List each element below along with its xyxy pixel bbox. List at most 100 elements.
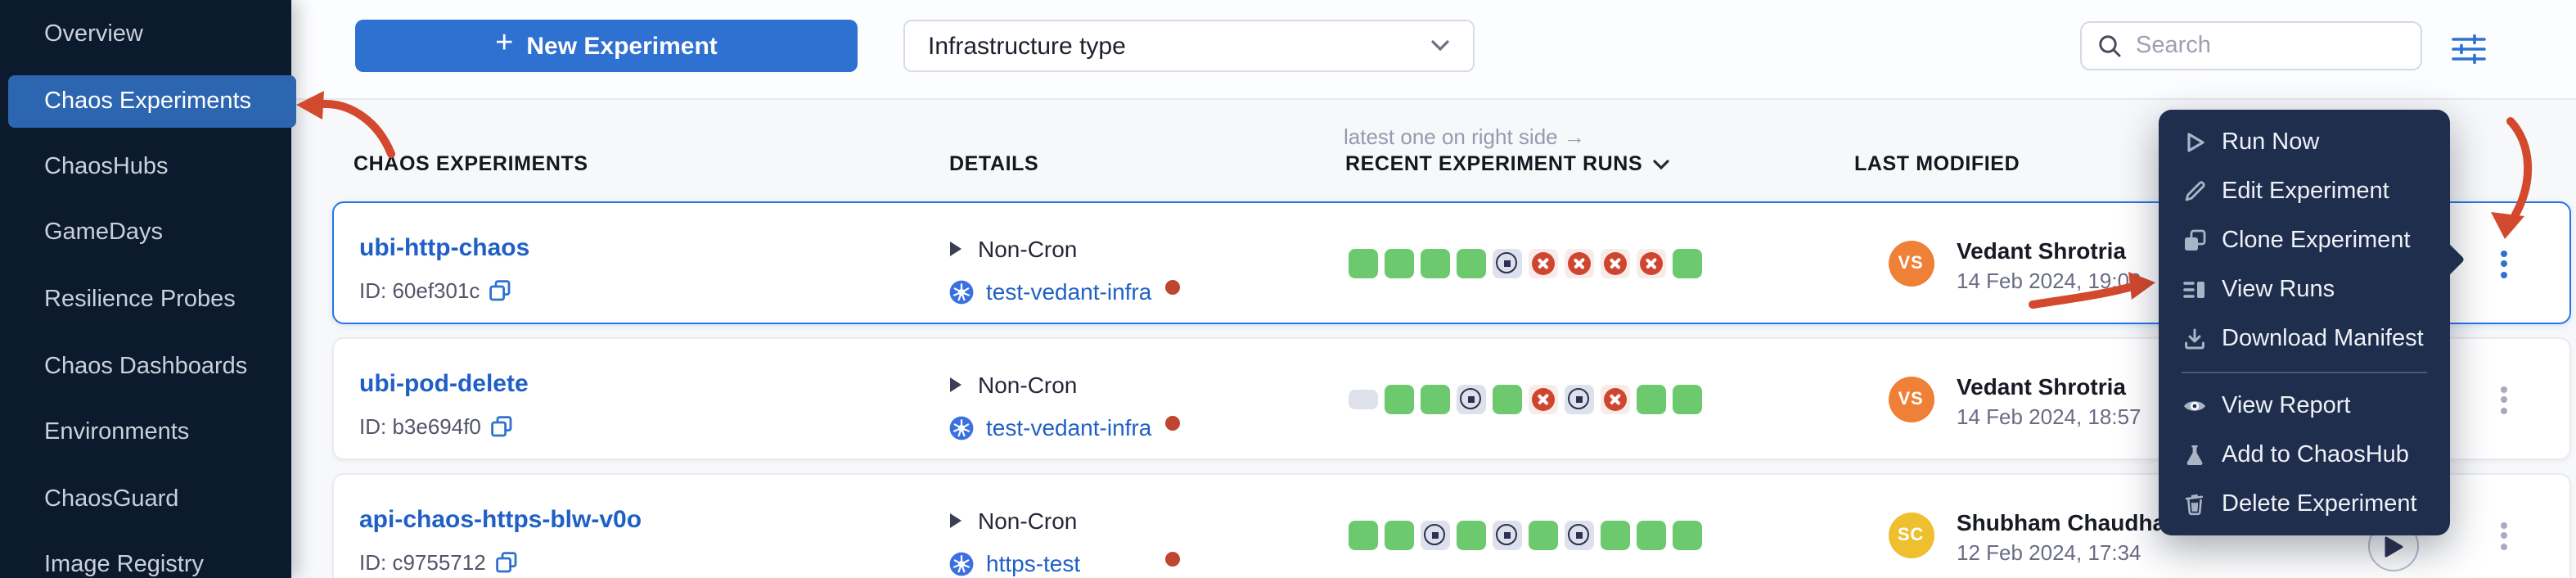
col-header-chaos-experiments: CHAOS EXPERIMENTS [354, 152, 588, 175]
arrow-to-sidebar-item [320, 99, 395, 158]
view-report-menu-item[interactable]: View Report [2158, 382, 2449, 431]
search-input[interactable] [2132, 31, 2421, 61]
run-stopped-chip[interactable] [1492, 520, 1521, 549]
kubernetes-icon [948, 279, 973, 304]
infra-status-dot [1164, 552, 1179, 567]
run-success-chip[interactable] [1348, 248, 1377, 278]
modified-by-name: Vedant Shrotria [1957, 373, 2126, 400]
run-success-chip[interactable] [1456, 520, 1485, 549]
run-failed-chip[interactable] [1528, 248, 1557, 278]
modified-date: 14 Feb 2024, 18:57 [1957, 404, 2141, 429]
view-runs-icon [2181, 277, 2207, 303]
sidebar-item-gamedays[interactable]: GameDays [44, 219, 164, 246]
schedule-type: Non-Cron [978, 236, 1078, 262]
clone-experiment-menu-item[interactable]: Clone Experiment [2158, 216, 2449, 265]
run-stopped-chip[interactable] [1456, 384, 1485, 413]
sidebar-item-overview[interactable]: Overview [44, 21, 143, 47]
play-icon [2181, 129, 2207, 156]
experiment-name-link[interactable]: ubi-pod-delete [359, 370, 529, 398]
run-success-chip[interactable] [1456, 248, 1485, 278]
copy-icon[interactable] [489, 280, 511, 301]
kubernetes-icon [948, 415, 973, 440]
new-experiment-button[interactable]: + New Experiment [355, 20, 858, 72]
copy-icon[interactable] [491, 416, 512, 437]
run-failed-chip[interactable] [1564, 248, 1593, 278]
recent-runs [1348, 384, 1701, 413]
flask-icon [2181, 442, 2207, 468]
sidebar-item-chaos-dashboards[interactable]: Chaos Dashboards [44, 353, 248, 379]
infrastructure-link[interactable]: test-vedant-infra [986, 414, 1152, 440]
run-success-chip[interactable] [1420, 248, 1449, 278]
run-failed-chip[interactable] [1600, 248, 1629, 278]
run-success-chip[interactable] [1672, 248, 1701, 278]
run-stopped-chip[interactable] [1492, 248, 1521, 278]
row-menu-button[interactable] [2490, 246, 2516, 282]
experiment-name-link[interactable]: api-chaos-https-blw-v0o [359, 506, 642, 534]
avatar: VS [1888, 241, 1934, 287]
run-success-chip[interactable] [1672, 520, 1701, 549]
run-stopped-chip[interactable] [1564, 520, 1593, 549]
schedule-type: Non-Cron [978, 508, 1078, 534]
experiment-name-link[interactable]: ubi-http-chaos [359, 234, 530, 262]
run-success-chip[interactable] [1384, 248, 1413, 278]
run-success-chip[interactable] [1420, 384, 1449, 413]
col-header-recent-runs[interactable]: RECENT EXPERIMENT RUNS [1345, 152, 1670, 175]
edit-experiment-menu-item[interactable]: Edit Experiment [2158, 167, 2449, 216]
sidebar-item-image-registry[interactable]: Image Registry [44, 552, 205, 578]
run-none-chip[interactable] [1348, 389, 1377, 409]
schedule-type: Non-Cron [978, 372, 1078, 398]
run-success-chip[interactable] [1492, 384, 1521, 413]
avatar: SC [1888, 513, 1934, 558]
sidebar-item-chaos-experiments[interactable]: Chaos Experiments [8, 75, 296, 128]
menu-divider [2181, 372, 2426, 373]
run-success-chip[interactable] [1528, 520, 1557, 549]
sidebar-item-chaosguard[interactable]: ChaosGuard [44, 486, 179, 513]
row-menu-button[interactable] [2490, 517, 2516, 553]
modified-date: 14 Feb 2024, 19:06 [1957, 269, 2141, 293]
arrow-to-kebab-menu [2506, 117, 2533, 219]
download-icon [2181, 326, 2207, 352]
sidebar-item-resilience-probes[interactable]: Resilience Probes [44, 287, 236, 313]
plus-icon: + [495, 26, 514, 61]
run-failed-chip[interactable] [1600, 384, 1629, 413]
play-icon [949, 242, 961, 256]
download-manifest-menu-item[interactable]: Download Manifest [2158, 314, 2449, 364]
delete-experiment-menu-item[interactable]: Delete Experiment [2158, 480, 2449, 529]
view-runs-menu-item[interactable]: View Runs [2158, 265, 2449, 314]
modified-by-name: Shubham Chaudhary [1957, 509, 2187, 535]
play-icon [2385, 535, 2403, 557]
run-success-chip[interactable] [1384, 520, 1413, 549]
sidebar-item-environments[interactable]: Environments [44, 419, 190, 445]
play-icon [949, 513, 961, 528]
eye-icon [2181, 393, 2207, 419]
experiment-id: ID: b3e694f0 [359, 414, 512, 439]
run-success-chip[interactable] [1384, 384, 1413, 413]
modified-by-name: Vedant Shrotria [1957, 237, 2126, 264]
run-success-chip[interactable] [1348, 520, 1377, 549]
search-icon [2099, 35, 2121, 57]
row-menu-button[interactable] [2490, 382, 2516, 418]
infrastructure-type-select[interactable]: Infrastructure type [903, 20, 1475, 72]
run-stopped-chip[interactable] [1564, 384, 1593, 413]
run-success-chip[interactable] [1672, 384, 1701, 413]
copy-icon[interactable] [495, 552, 517, 573]
experiment-id: ID: c9755712 [359, 550, 517, 575]
run-success-chip[interactable] [1636, 520, 1665, 549]
clone-icon [2181, 228, 2207, 254]
col-header-last-modified: LAST MODIFIED [1854, 152, 2020, 175]
run-success-chip[interactable] [1636, 384, 1665, 413]
run-success-chip[interactable] [1600, 520, 1629, 549]
run-stopped-chip[interactable] [1420, 520, 1449, 549]
add-to-chaoshub-menu-item[interactable]: Add to ChaosHub [2158, 431, 2449, 480]
infrastructure-link[interactable]: test-vedant-infra [986, 278, 1152, 305]
run-failed-chip[interactable] [1636, 248, 1665, 278]
infrastructure-link[interactable]: https-test [986, 550, 1081, 576]
run-failed-chip[interactable] [1528, 384, 1557, 413]
filter-sliders-icon[interactable] [2450, 34, 2489, 65]
run-now-menu-item[interactable]: Run Now [2158, 118, 2449, 167]
chevron-down-icon [1431, 40, 1449, 52]
infra-status-dot [1164, 416, 1179, 431]
sidebar-item-chaoshubs[interactable]: ChaosHubs [44, 153, 169, 179]
col-header-details: DETAILS [949, 152, 1039, 175]
